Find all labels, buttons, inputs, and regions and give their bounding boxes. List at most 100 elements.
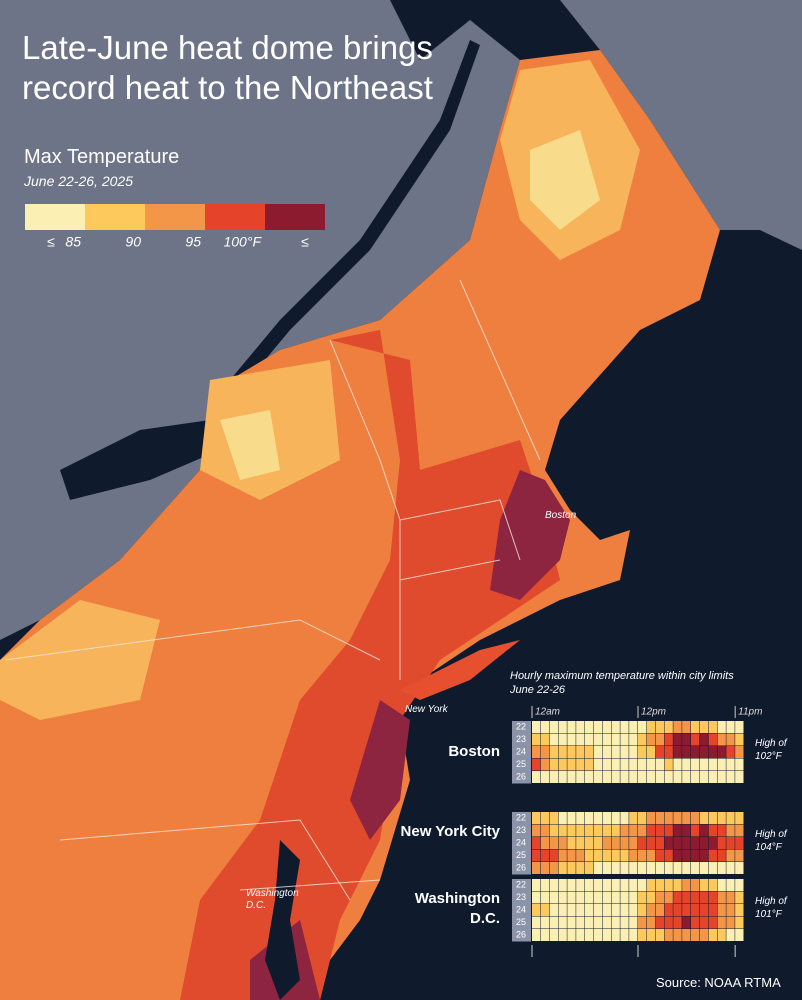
heat-cell <box>532 721 541 733</box>
hour-tick-label: 12pm <box>641 707 666 718</box>
heat-cell <box>629 733 638 746</box>
heat-cell <box>682 771 691 783</box>
heat-cell <box>655 891 664 904</box>
heat-cell <box>593 721 603 733</box>
heat-cell <box>576 862 585 874</box>
heat-cell <box>567 879 576 891</box>
heat-cell <box>576 733 585 746</box>
heat-cell <box>682 812 691 824</box>
heat-cell <box>585 812 594 824</box>
heat-cell <box>611 862 620 874</box>
heat-cell <box>708 758 717 771</box>
legend-swatch <box>145 204 205 230</box>
heat-cell <box>585 916 594 929</box>
heat-cell <box>558 733 567 746</box>
legend-threshold: 95 <box>185 234 201 250</box>
legend-swatch <box>205 204 265 230</box>
heat-cell <box>638 862 647 874</box>
heat-cell <box>540 929 550 941</box>
heat-cell <box>735 812 744 824</box>
high-prefix: High of <box>755 738 787 750</box>
heat-cell <box>735 824 744 837</box>
legend-swatch <box>25 204 85 230</box>
heat-cell <box>699 746 709 758</box>
hour-tick-label: 12am <box>535 707 560 718</box>
heat-cell <box>602 746 611 758</box>
heat-cell <box>655 771 664 783</box>
heat-cell <box>717 916 726 929</box>
heat-cell <box>532 746 541 758</box>
heat-cell <box>558 879 567 891</box>
heat-cell <box>585 837 594 849</box>
day-label: 22 <box>516 880 526 890</box>
heat-cell <box>593 929 603 941</box>
heat-cell <box>558 824 567 837</box>
city-name: New York City <box>400 823 500 841</box>
heat-cell <box>682 916 691 929</box>
heat-cell <box>629 904 638 916</box>
river <box>230 40 480 390</box>
chesapeake <box>265 840 300 1000</box>
heat-cell <box>567 771 576 783</box>
day-label: 26 <box>516 772 526 782</box>
heat-cell <box>673 771 682 783</box>
heat-cell <box>567 824 576 837</box>
heat-cell <box>532 771 541 783</box>
heat-cell <box>611 916 620 929</box>
heat-cell <box>540 891 550 904</box>
heat-cell <box>567 746 576 758</box>
heat-cell <box>682 849 691 862</box>
heat-cell <box>735 891 744 904</box>
high-value: 102°F <box>755 751 782 763</box>
heat-cell <box>611 746 620 758</box>
city-label: Washington D.C. <box>246 888 299 911</box>
heat-cell <box>532 891 541 904</box>
heat-cell <box>620 879 629 891</box>
day-column <box>512 721 531 784</box>
heat-cell <box>735 733 744 746</box>
day-label: 23 <box>516 825 526 835</box>
heat-cell <box>708 824 717 837</box>
heat-cell <box>611 733 620 746</box>
heat-cell <box>691 812 700 824</box>
heat-cell <box>585 879 594 891</box>
heat-cell <box>576 746 585 758</box>
heat-cell <box>549 721 558 733</box>
day-label: 23 <box>516 892 526 902</box>
heat-cell <box>673 746 682 758</box>
heat-cell <box>593 824 603 837</box>
day-label: 22 <box>516 722 526 732</box>
heat-cell <box>540 758 550 771</box>
heat-cell <box>558 837 567 849</box>
heat-cell <box>558 771 567 783</box>
light-zone <box>220 130 600 480</box>
legend-subtitle: June 22-26, 2025 <box>24 173 133 189</box>
day-label: 26 <box>516 930 526 940</box>
heat-cell <box>611 812 620 824</box>
heat-cell <box>664 904 673 916</box>
heat-cell <box>585 904 594 916</box>
heat-cell <box>638 721 647 733</box>
heat-cell <box>567 862 576 874</box>
heat-cell <box>655 849 664 862</box>
heat-cell <box>602 824 611 837</box>
heat-cell <box>549 733 558 746</box>
heat-cell <box>638 746 647 758</box>
state-line <box>4 279 541 901</box>
heat-cell <box>691 771 700 783</box>
heat-cell <box>540 837 550 849</box>
heat-cell <box>620 758 629 771</box>
heat-cell <box>540 812 550 824</box>
heat-cell <box>691 916 700 929</box>
heatmap-ticks <box>531 706 736 957</box>
heat-cell <box>664 721 673 733</box>
heat-cell <box>611 849 620 862</box>
heat-cell <box>629 929 638 941</box>
heat-cell <box>726 929 735 941</box>
heat-cell <box>673 916 682 929</box>
heat-cell <box>708 891 717 904</box>
heat-cell <box>682 891 691 904</box>
heat-cell <box>532 812 541 824</box>
legend-swatch <box>265 204 325 230</box>
heat-cell <box>638 904 647 916</box>
